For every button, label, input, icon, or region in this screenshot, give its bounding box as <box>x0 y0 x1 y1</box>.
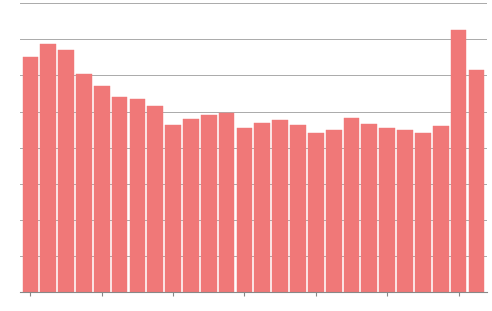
Bar <box>415 133 430 292</box>
Bar <box>290 125 306 292</box>
Bar <box>148 106 163 292</box>
Bar <box>272 120 288 292</box>
Bar <box>343 118 359 292</box>
Bar <box>379 128 395 292</box>
Bar <box>58 50 74 292</box>
Bar <box>94 86 110 292</box>
Bar <box>201 115 216 292</box>
Bar <box>397 130 413 292</box>
Bar <box>468 70 484 292</box>
Bar <box>23 57 38 292</box>
Bar <box>165 125 181 292</box>
Bar <box>40 44 56 292</box>
Bar <box>76 74 92 292</box>
Bar <box>326 130 341 292</box>
Bar <box>362 124 377 292</box>
Bar <box>433 126 449 292</box>
Bar <box>129 99 145 292</box>
Bar <box>112 97 127 292</box>
Bar <box>183 119 199 292</box>
Bar <box>254 123 270 292</box>
Bar <box>308 133 324 292</box>
Bar <box>237 128 252 292</box>
Bar <box>219 114 235 292</box>
Bar <box>451 30 466 292</box>
